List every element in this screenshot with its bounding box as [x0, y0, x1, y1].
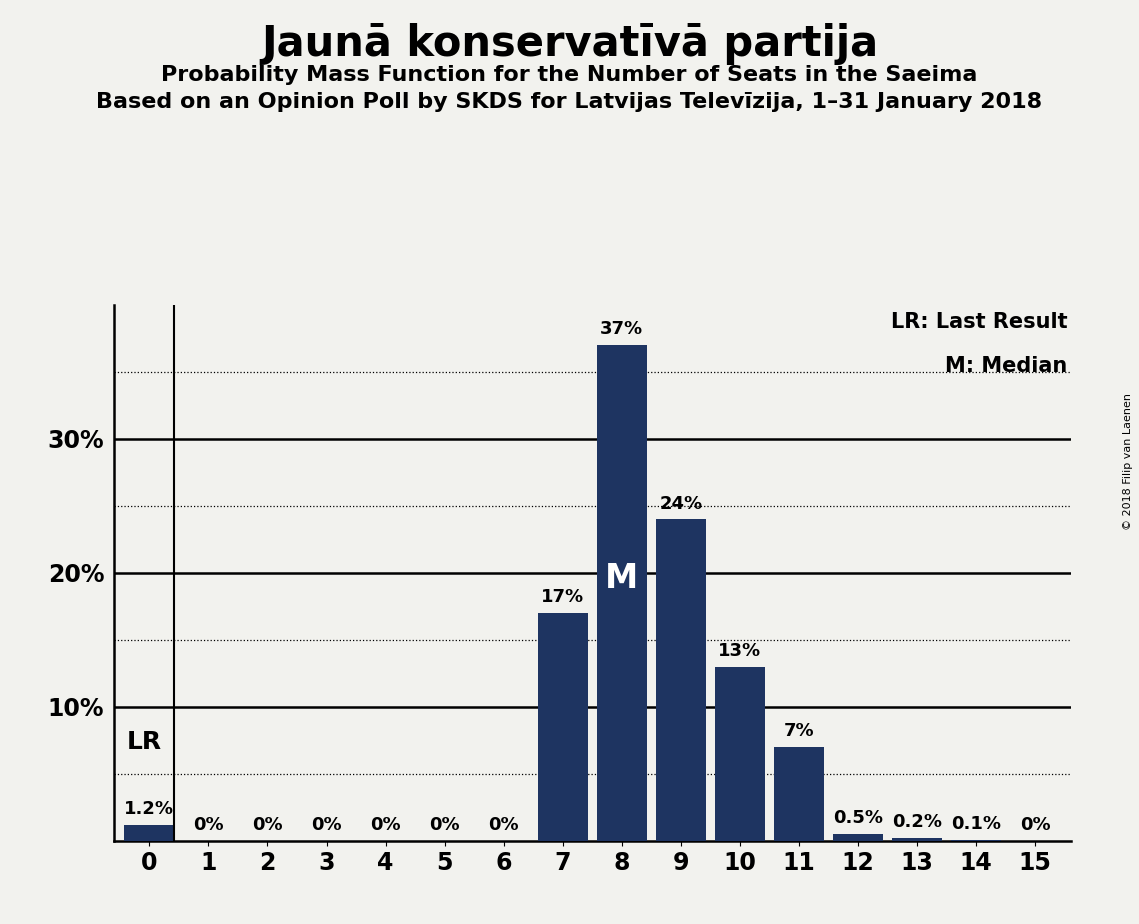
- Text: 17%: 17%: [541, 589, 584, 606]
- Text: M: M: [605, 562, 639, 595]
- Text: 13%: 13%: [719, 642, 762, 660]
- Text: LR: LR: [126, 730, 162, 754]
- Text: 37%: 37%: [600, 321, 644, 338]
- Text: M: Median: M: Median: [945, 356, 1067, 376]
- Text: Jaunā konservatīvā partija: Jaunā konservatīvā partija: [261, 23, 878, 65]
- Text: 0%: 0%: [429, 816, 460, 834]
- Text: 0.1%: 0.1%: [951, 815, 1001, 833]
- Bar: [833, 834, 883, 841]
- Text: © 2018 Filip van Laenen: © 2018 Filip van Laenen: [1123, 394, 1133, 530]
- Text: 0%: 0%: [252, 816, 282, 834]
- Bar: [892, 838, 942, 841]
- Bar: [597, 346, 647, 841]
- Text: 0%: 0%: [1019, 816, 1050, 834]
- Text: 0%: 0%: [489, 816, 519, 834]
- Bar: [773, 747, 825, 841]
- Text: 0.5%: 0.5%: [833, 809, 883, 828]
- Text: Based on an Opinion Poll by SKDS for Latvijas Televīzija, 1–31 January 2018: Based on an Opinion Poll by SKDS for Lat…: [97, 92, 1042, 113]
- Text: 24%: 24%: [659, 494, 703, 513]
- Text: 0%: 0%: [311, 816, 342, 834]
- Text: 1.2%: 1.2%: [124, 800, 174, 818]
- Text: 7%: 7%: [784, 723, 814, 740]
- Text: LR: Last Result: LR: Last Result: [891, 311, 1067, 332]
- Text: Probability Mass Function for the Number of Seats in the Saeima: Probability Mass Function for the Number…: [162, 65, 977, 85]
- Text: 0.2%: 0.2%: [892, 813, 942, 832]
- Bar: [715, 667, 765, 841]
- Bar: [124, 825, 174, 841]
- Bar: [656, 519, 706, 841]
- Text: 0%: 0%: [370, 816, 401, 834]
- Text: 0%: 0%: [194, 816, 223, 834]
- Bar: [951, 840, 1001, 841]
- Bar: [538, 614, 588, 841]
